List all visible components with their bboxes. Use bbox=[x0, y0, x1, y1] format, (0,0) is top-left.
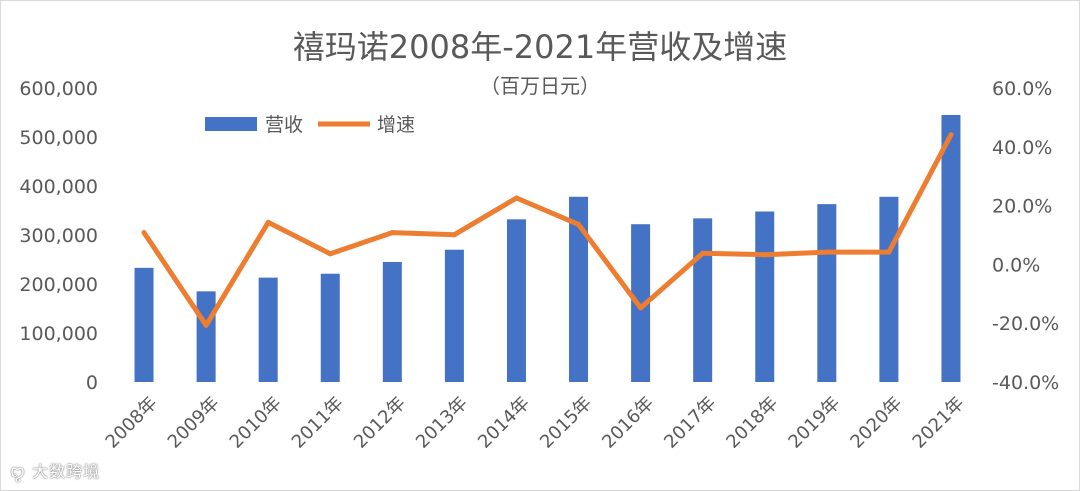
chart-subtitle: （百万日元） bbox=[480, 74, 600, 98]
x-tick-label: 2011年 bbox=[288, 393, 348, 453]
revenue-bar bbox=[693, 218, 713, 382]
growth-point bbox=[141, 230, 147, 236]
x-tick-label: 2017年 bbox=[660, 393, 720, 453]
revenue-bar bbox=[817, 204, 837, 382]
growth-point bbox=[638, 305, 644, 311]
left-tick-label: 200,000 bbox=[19, 274, 98, 296]
legend-swatch-revenue bbox=[205, 117, 257, 131]
growth-line-path bbox=[141, 132, 954, 328]
right-tick-label: 40.0% bbox=[992, 137, 1052, 159]
watermark-icon: ꨄ bbox=[10, 462, 27, 481]
x-tick-label: 2010年 bbox=[226, 393, 286, 453]
growth-point bbox=[762, 252, 768, 258]
revenue-bar bbox=[879, 196, 899, 382]
growth-point bbox=[389, 230, 395, 236]
watermark: ꨄ 大数跨境 bbox=[10, 458, 100, 483]
left-axis: 0 100,000 200,000 300,000 400,000 500,000 600,… bbox=[19, 78, 98, 394]
growth-point bbox=[824, 249, 830, 255]
left-tick-label: 400,000 bbox=[19, 176, 98, 198]
growth-point bbox=[948, 132, 954, 138]
x-tick-label: 2021年 bbox=[909, 393, 969, 453]
right-tick-label: 0.0% bbox=[992, 254, 1040, 276]
revenue-bar bbox=[196, 291, 216, 382]
left-tick-label: 0 bbox=[86, 372, 98, 394]
revenue-bar bbox=[569, 196, 589, 382]
growth-point bbox=[327, 251, 333, 257]
growth-point bbox=[513, 195, 519, 201]
revenue-bars bbox=[134, 114, 961, 382]
growth-point bbox=[265, 219, 271, 225]
chart-title: 禧玛诺2008年-2021年营收及增速 bbox=[293, 28, 787, 66]
x-axis: 2008年 2009年 2010年 2011年 2012年 2013年 2014年 2015年… bbox=[102, 393, 969, 453]
right-tick-label: -20.0% bbox=[992, 313, 1059, 335]
x-tick-label: 2015年 bbox=[536, 393, 596, 453]
x-tick-label: 2013年 bbox=[412, 393, 472, 453]
left-tick-label: 300,000 bbox=[19, 225, 98, 247]
legend-label-growth: 增速 bbox=[377, 114, 415, 136]
growth-point bbox=[576, 221, 582, 227]
x-tick-label: 2012年 bbox=[350, 393, 410, 453]
right-tick-label: 60.0% bbox=[992, 78, 1052, 100]
growth-point bbox=[203, 322, 209, 328]
growth-point bbox=[886, 249, 892, 255]
x-tick-label: 2009年 bbox=[164, 393, 224, 453]
x-tick-label: 2008年 bbox=[102, 393, 162, 453]
left-tick-label: 100,000 bbox=[19, 323, 98, 345]
left-tick-label: 500,000 bbox=[19, 127, 98, 149]
revenue-bar bbox=[941, 114, 961, 382]
revenue-bar bbox=[382, 261, 402, 382]
x-tick-label: 2016年 bbox=[598, 393, 658, 453]
left-tick-label: 600,000 bbox=[19, 78, 98, 100]
legend: 营收 增速 bbox=[205, 114, 415, 136]
revenue-bar bbox=[631, 224, 651, 382]
revenue-bar bbox=[320, 273, 340, 382]
revenue-bar bbox=[258, 277, 278, 382]
right-tick-label: -40.0% bbox=[992, 372, 1059, 394]
right-axis: -40.0% -20.0% 0.0% 20.0% 40.0% 60.0% bbox=[992, 78, 1059, 394]
revenue-bar bbox=[134, 267, 154, 382]
growth-point bbox=[700, 250, 706, 256]
x-tick-label: 2014年 bbox=[474, 393, 534, 453]
x-tick-label: 2019年 bbox=[784, 393, 844, 453]
revenue-bar bbox=[506, 219, 526, 382]
legend-label-revenue: 营收 bbox=[265, 114, 303, 136]
right-tick-label: 20.0% bbox=[992, 196, 1052, 218]
revenue-bar bbox=[755, 211, 775, 382]
x-tick-label: 2018年 bbox=[722, 393, 782, 453]
growth-line bbox=[141, 132, 954, 328]
x-tick-label: 2020年 bbox=[846, 393, 906, 453]
growth-point bbox=[451, 232, 457, 238]
watermark-text: 大数跨境 bbox=[32, 462, 101, 481]
revenue-bar bbox=[444, 249, 464, 382]
